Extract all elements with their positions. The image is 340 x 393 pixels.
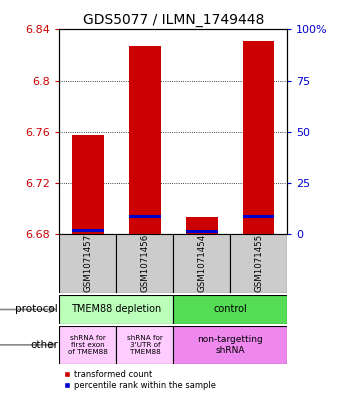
Text: shRNA for
3'UTR of
TMEM88: shRNA for 3'UTR of TMEM88 <box>127 335 163 355</box>
Bar <box>72 230 104 232</box>
Bar <box>129 46 160 234</box>
Bar <box>243 215 274 218</box>
Bar <box>186 230 218 233</box>
Text: GSM1071457: GSM1071457 <box>84 234 92 292</box>
Bar <box>116 234 173 293</box>
Bar <box>72 136 104 234</box>
Bar <box>59 234 116 293</box>
Bar <box>173 295 287 324</box>
Bar <box>59 295 173 324</box>
Text: non-targetting
shRNA: non-targetting shRNA <box>198 335 263 354</box>
Text: protocol: protocol <box>15 305 58 314</box>
Bar <box>116 326 173 364</box>
Legend: transformed count, percentile rank within the sample: transformed count, percentile rank withi… <box>64 370 216 390</box>
Text: GSM1071454: GSM1071454 <box>198 234 206 292</box>
Title: GDS5077 / ILMN_1749448: GDS5077 / ILMN_1749448 <box>83 13 264 27</box>
Text: GSM1071455: GSM1071455 <box>254 234 263 292</box>
Bar <box>59 326 116 364</box>
Bar <box>173 326 287 364</box>
Bar <box>231 234 287 293</box>
Text: GSM1071456: GSM1071456 <box>140 234 149 292</box>
Text: other: other <box>30 340 58 350</box>
Bar <box>129 215 160 218</box>
Bar <box>243 41 274 234</box>
Bar <box>173 234 231 293</box>
Text: shRNA for
first exon
of TMEM88: shRNA for first exon of TMEM88 <box>68 335 108 355</box>
Bar <box>186 217 218 234</box>
Text: control: control <box>214 305 247 314</box>
Text: TMEM88 depletion: TMEM88 depletion <box>71 305 162 314</box>
